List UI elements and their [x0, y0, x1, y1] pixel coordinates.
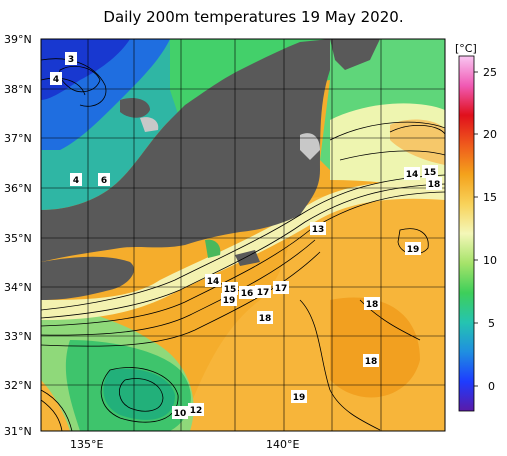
map-title: Daily 200m temperatures 19 May 2020.: [103, 8, 404, 26]
svg-text:4: 4: [73, 176, 79, 186]
svg-text:19: 19: [407, 245, 420, 255]
contour-label: 12: [188, 403, 204, 416]
contour-label: 18: [257, 311, 273, 324]
colorbar-tick-25: 25: [483, 66, 497, 79]
svg-text:19: 19: [293, 393, 306, 403]
lat-label-37: 37°N: [4, 132, 32, 145]
svg-text:13: 13: [312, 225, 325, 235]
contour-label: 19: [291, 390, 307, 403]
svg-text:18: 18: [366, 300, 379, 310]
lat-label-39: 39°N: [4, 33, 32, 46]
latitude-labels: 39°N 38°N 37°N 36°N 35°N 34°N 33°N 32°N …: [4, 33, 32, 438]
contour-label: 19: [221, 293, 237, 306]
contour-label: 16: [239, 286, 255, 299]
colorbar-tick-15: 15: [483, 191, 497, 204]
isotherm-lines: [41, 58, 445, 431]
contour-label: 10: [172, 406, 188, 419]
contour-label: 4: [70, 173, 82, 186]
map-frame: [40, 38, 446, 432]
svg-text:16: 16: [241, 289, 254, 299]
svg-text:19: 19: [223, 296, 236, 306]
lat-label-38: 38°N: [4, 83, 32, 96]
svg-text:15: 15: [424, 168, 437, 178]
contour-label: 6: [98, 173, 110, 186]
svg-text:14: 14: [207, 277, 220, 287]
svg-text:18: 18: [365, 357, 378, 367]
colorbar-unit: [°C]: [455, 42, 477, 55]
svg-text:15: 15: [224, 285, 237, 295]
svg-text:12: 12: [190, 406, 203, 416]
land-mass: [41, 39, 380, 300]
lat-label-33: 33°N: [4, 330, 32, 343]
contour-label: 19: [405, 242, 421, 255]
svg-text:18: 18: [428, 180, 441, 190]
contour-label: 13: [310, 222, 326, 235]
longitude-labels: 135°E 140°E: [70, 438, 299, 451]
contour-label: 17: [255, 285, 271, 298]
svg-text:4: 4: [53, 75, 59, 85]
lat-label-36: 36°N: [4, 182, 32, 195]
contour-label: 14: [205, 274, 221, 287]
svg-text:17: 17: [257, 288, 270, 298]
colorbar-tick-0: 0: [488, 380, 495, 393]
colorbar: [°C] 25 20 15 10 5 0: [455, 42, 497, 412]
contour-labels: 3 4 4 6 14 15 18 13 19 14 15 16 17 17 19…: [50, 52, 442, 419]
colorbar-tick-5: 5: [488, 317, 495, 330]
lon-label-140: 140°E: [266, 438, 299, 451]
svg-text:6: 6: [101, 176, 107, 186]
contour-label: 18: [363, 354, 379, 367]
contour-label: 18: [426, 177, 442, 190]
colorbar-scale: [458, 55, 475, 412]
colorbar-tick-20: 20: [483, 128, 497, 141]
contour-label: 15: [222, 282, 238, 295]
colorbar-tick-10: 10: [483, 254, 497, 267]
contour-label: 18: [364, 297, 380, 310]
lon-label-135: 135°E: [70, 438, 103, 451]
contour-label: 15: [422, 165, 438, 178]
svg-text:3: 3: [68, 55, 74, 65]
contour-label: 3: [65, 52, 77, 65]
contour-label: 14: [404, 167, 420, 180]
svg-text:10: 10: [174, 409, 187, 419]
temperature-field: [41, 39, 445, 431]
contour-label: 17: [273, 281, 289, 294]
lat-label-34: 34°N: [4, 281, 32, 294]
lat-label-35: 35°N: [4, 232, 32, 245]
graticule: [41, 39, 445, 431]
svg-text:18: 18: [259, 314, 272, 324]
lat-label-32: 32°N: [4, 379, 32, 392]
lat-label-31: 31°N: [4, 425, 32, 438]
svg-text:14: 14: [406, 170, 419, 180]
contour-label: 4: [50, 72, 62, 85]
svg-text:17: 17: [275, 284, 288, 294]
